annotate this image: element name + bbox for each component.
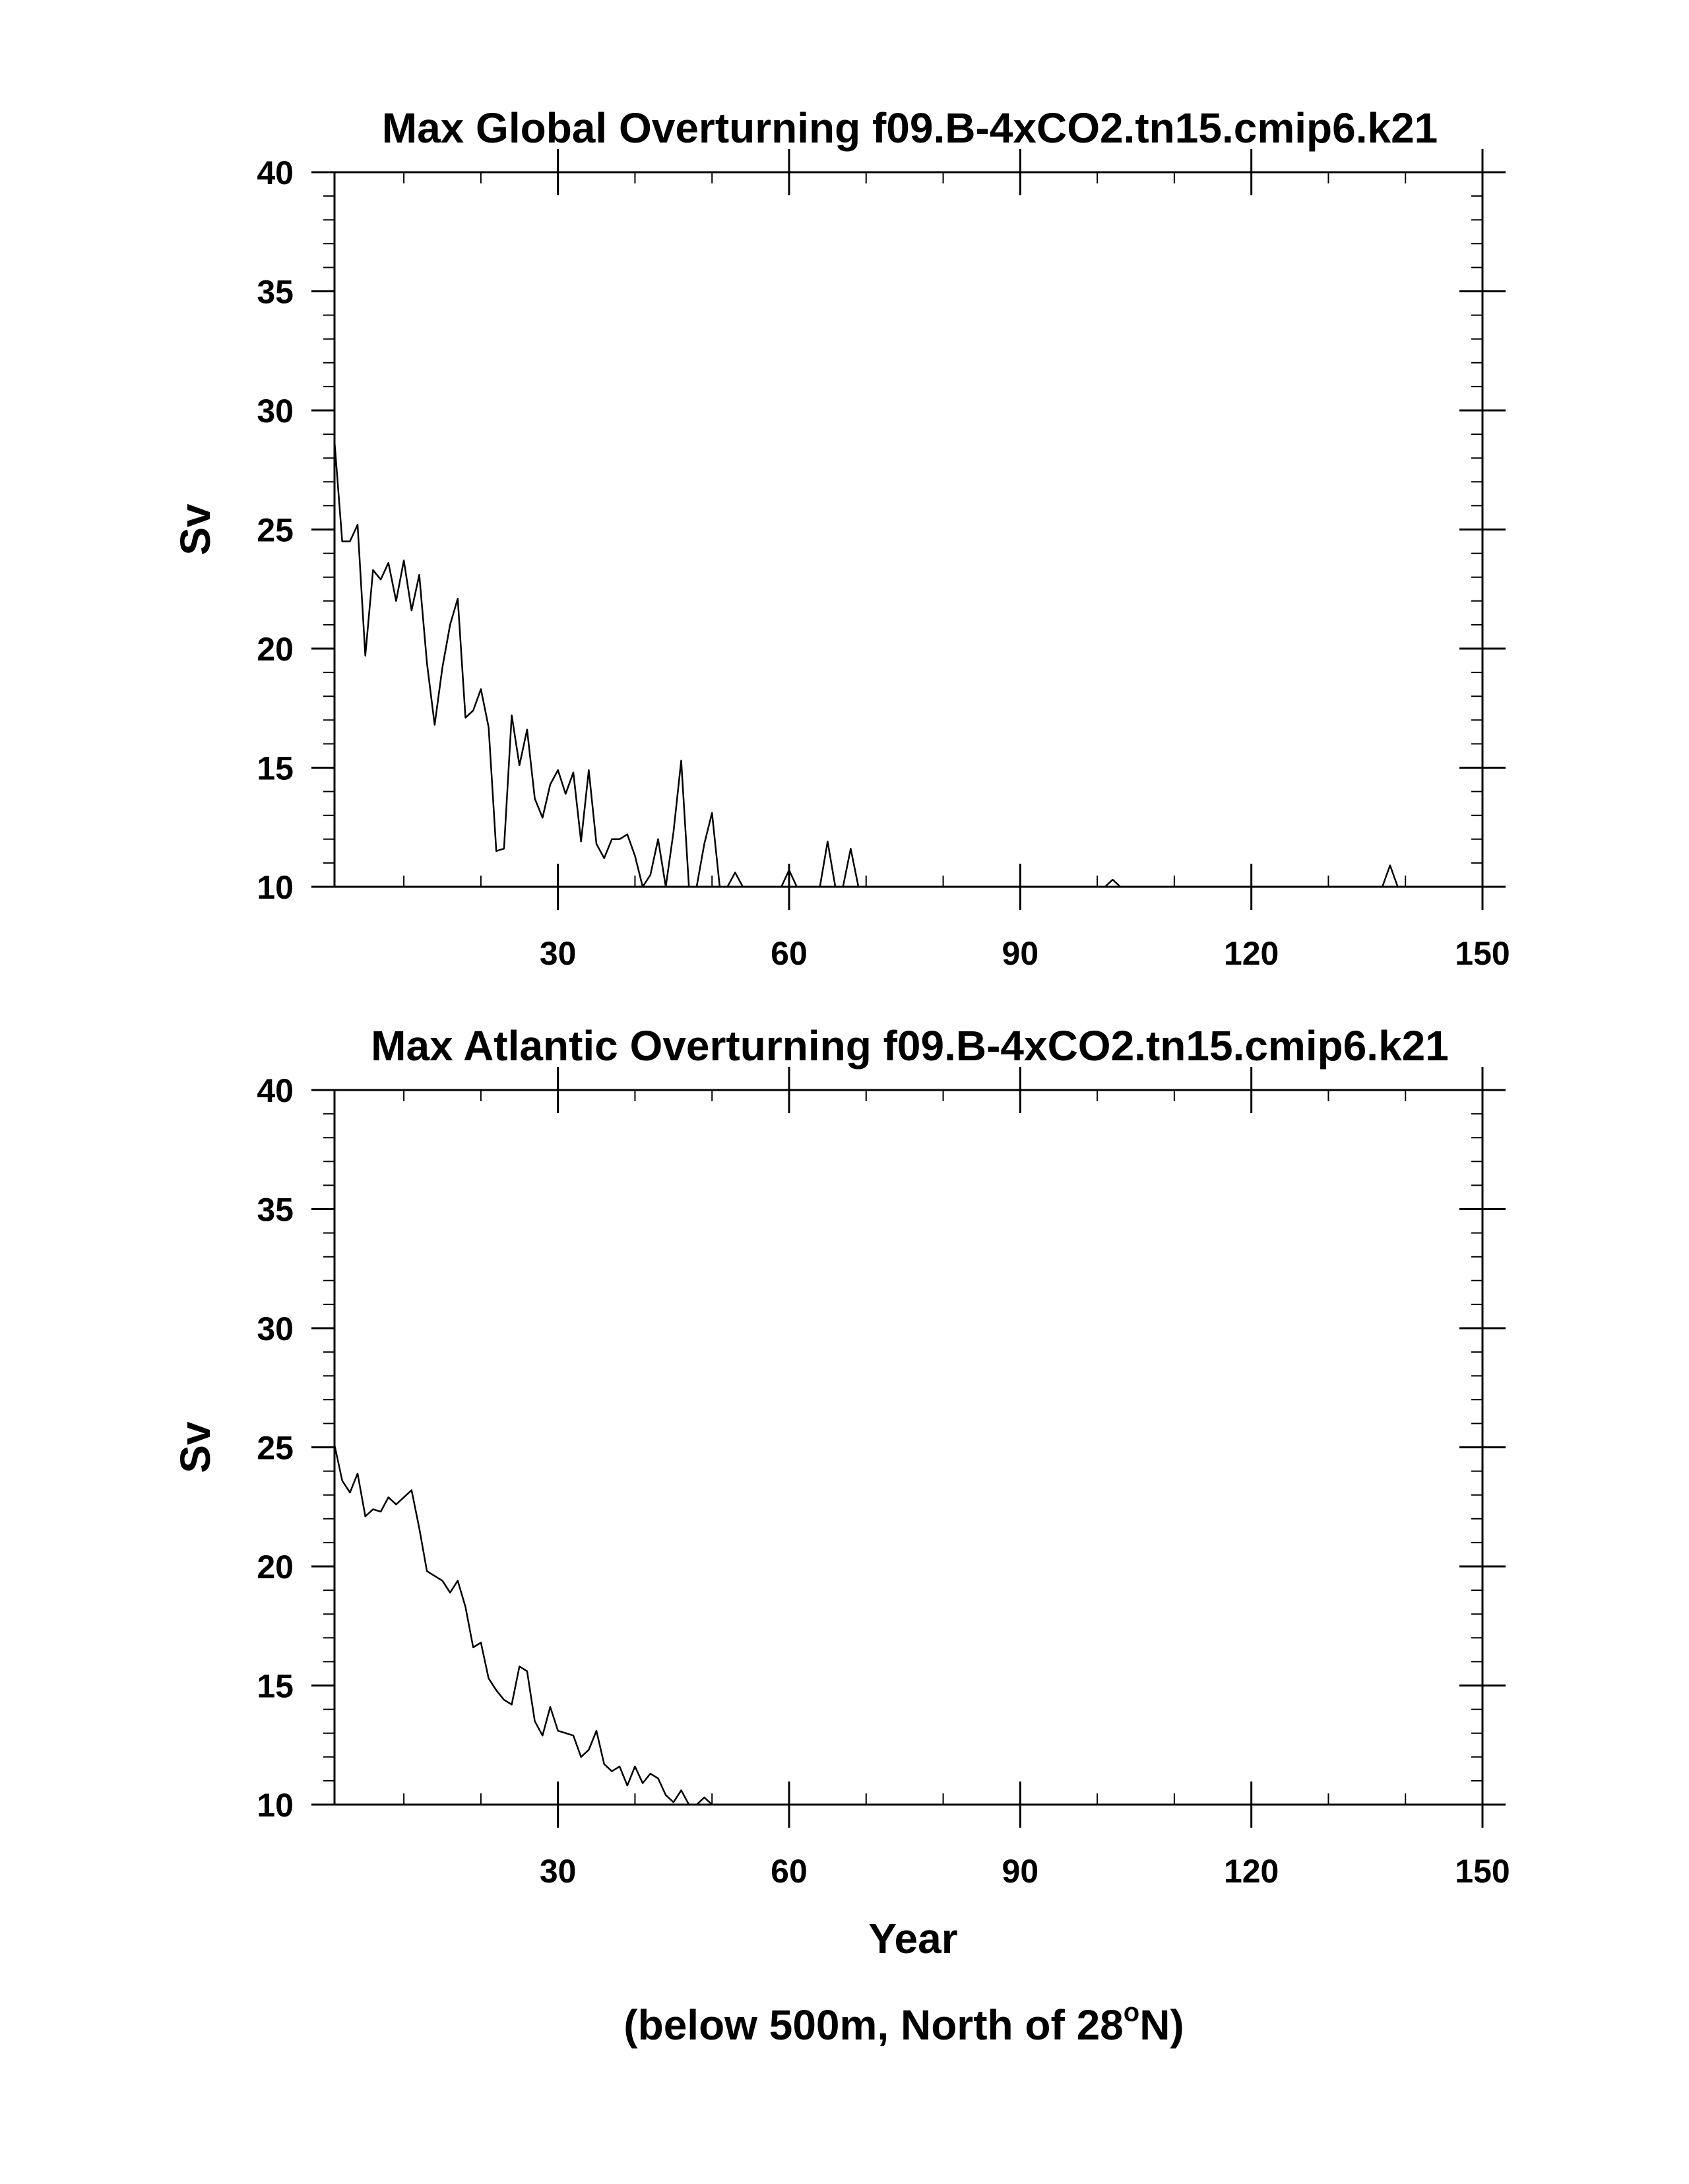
y-tick-label: 20 [257,631,294,668]
x-tick-label: 120 [1224,1853,1279,1890]
y-tick-label: 35 [257,1192,294,1229]
y-tick-label: 10 [257,869,294,906]
y-tick-label: 25 [257,1430,294,1467]
footnote-text: (below 500m, North of 28oN) [623,1998,1184,2049]
x-axis-label: Year [868,1915,957,1962]
chart-panel-2: 10 15 20 25 30 35 40 30 60 90 120 150 Max Atlantic O… [172,1022,1510,1962]
x-tick-label: 90 [1002,1853,1039,1890]
series-line-1 [333,441,1482,888]
y-tick-label: 10 [257,1787,294,1824]
x-tick-label: 120 [1224,935,1279,972]
chart-title: Max Atlantic Overturning f09.B-4xCO2.tn1… [371,1022,1449,1070]
series-line-1 [333,1444,1482,1806]
y-tick-label: 20 [257,1549,294,1586]
y-tick-label: 15 [257,1668,294,1705]
chart-title: Max Global Overturning f09.B-4xCO2.tn15.… [382,104,1438,152]
chart-panels: 10 15 20 25 30 35 40 30 60 90 120 150 Max Global Ove… [172,104,1510,1962]
y-axis-label: Sv [172,1421,219,1473]
x-tick-label: 30 [540,935,577,972]
x-tick-label: 90 [1002,935,1039,972]
x-tick-label: 150 [1455,1853,1510,1890]
chart-panel-1: 10 15 20 25 30 35 40 30 60 90 120 150 Max Global Ove… [172,104,1510,972]
y-tick-label: 25 [257,512,294,549]
x-tick-label: 60 [771,1853,808,1890]
y-axis-label: Sv [172,503,219,556]
x-tick-label: 30 [540,1853,577,1890]
y-tick-label: 30 [257,1310,294,1347]
y-tick-label: 40 [257,154,294,191]
y-tick-label: 35 [257,274,294,311]
y-tick-label: 15 [257,750,294,787]
y-tick-label: 40 [257,1072,294,1109]
x-tick-label: 60 [771,935,808,972]
x-tick-label: 150 [1455,935,1510,972]
y-tick-label: 30 [257,393,294,430]
